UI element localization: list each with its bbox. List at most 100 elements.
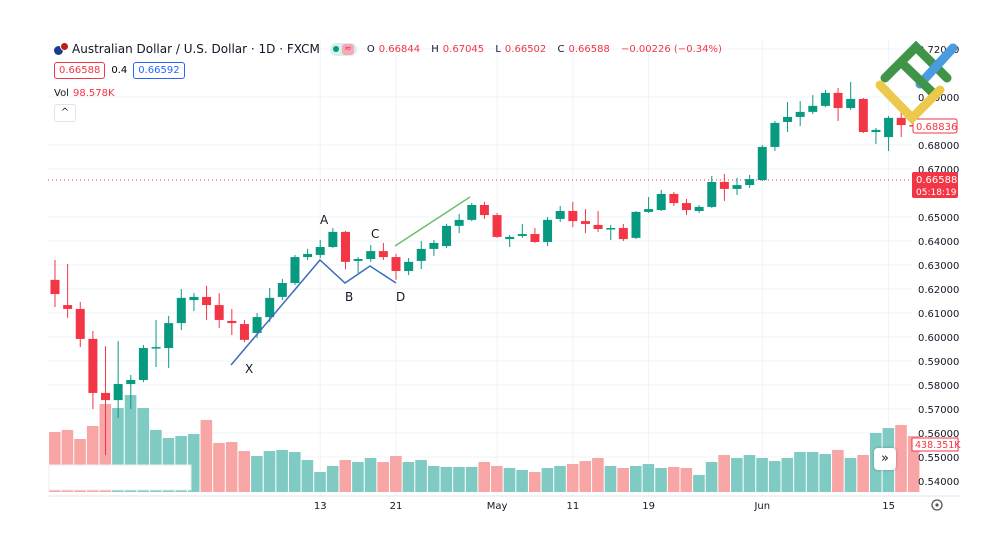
candle-body xyxy=(442,225,452,247)
volume-bar xyxy=(251,455,263,492)
candle-body xyxy=(820,92,830,106)
candle xyxy=(568,201,578,228)
candle xyxy=(454,213,464,234)
candle-body xyxy=(315,247,325,255)
price-axis[interactable]: 0.72000 0.70000 0.68000 0.67000 0.65000 0.640… xyxy=(918,45,959,488)
candle xyxy=(618,223,628,241)
time-axis[interactable]: 13 21 May 11 19 Jun 15 xyxy=(314,501,895,512)
countdown-label: 05:18:19 xyxy=(916,188,957,198)
candle-body xyxy=(75,308,85,339)
candle-body xyxy=(732,185,742,189)
candle-body xyxy=(88,338,98,393)
y-tick-label: 0.57000 xyxy=(918,405,959,416)
y-tick-label: 0.65000 xyxy=(918,213,959,224)
candle xyxy=(315,240,325,259)
volume-bar xyxy=(680,468,693,492)
candle xyxy=(328,228,338,248)
buy-button[interactable]: 0.66592 xyxy=(133,62,185,79)
candle-body xyxy=(340,231,350,262)
pattern-label-x: X xyxy=(245,362,253,376)
x-tick-label: 15 xyxy=(882,501,895,512)
volume-marker-box xyxy=(911,437,959,452)
candle-body xyxy=(884,117,894,138)
volume-bar xyxy=(352,462,364,492)
candle xyxy=(277,278,287,301)
volume-bar xyxy=(705,462,718,492)
volume-bar xyxy=(61,429,74,492)
volume-bar xyxy=(440,466,453,492)
y-tick-label: 0.62000 xyxy=(918,285,959,296)
candle-body xyxy=(694,206,704,211)
y-tick-label: 0.59000 xyxy=(918,357,959,368)
candle xyxy=(467,203,477,222)
candle xyxy=(694,205,704,213)
volume-bar xyxy=(655,468,667,492)
candle-body xyxy=(593,224,603,229)
candle xyxy=(189,293,199,312)
xabcd-pattern-line[interactable] xyxy=(230,258,397,366)
candle xyxy=(871,127,881,145)
candle xyxy=(88,331,98,409)
candle xyxy=(517,223,527,238)
candle-body xyxy=(151,347,161,349)
candle-body xyxy=(580,221,590,224)
volume-bar xyxy=(339,459,352,492)
marker-price-label-box xyxy=(912,118,958,134)
candle-body xyxy=(126,379,136,385)
candle xyxy=(479,201,489,219)
volume-bar xyxy=(364,458,377,492)
candle xyxy=(290,254,300,285)
scroll-to-realtime-button[interactable]: » xyxy=(874,448,896,470)
symbol-title[interactable]: Australian Dollar / U.S. Dollar · 1D · F… xyxy=(72,42,320,56)
volume-bar xyxy=(516,469,528,492)
settings-gear-icon[interactable] xyxy=(931,499,943,511)
candle xyxy=(404,258,414,276)
volume-bar xyxy=(642,464,655,492)
y-tick-label: 0.67000 xyxy=(918,165,959,176)
candle xyxy=(757,145,767,181)
volume-bar xyxy=(175,435,187,492)
collapse-legend-button[interactable]: ^ xyxy=(54,104,76,122)
candle xyxy=(745,175,755,188)
candle-body xyxy=(745,179,755,186)
candle-body xyxy=(656,193,666,211)
candle-body xyxy=(858,98,868,133)
candle-body xyxy=(846,98,856,109)
candle-body xyxy=(252,317,262,333)
candle xyxy=(138,344,148,383)
y-tick-label: 0.60000 xyxy=(918,333,959,344)
volume-bar xyxy=(263,451,276,492)
grid xyxy=(48,40,912,496)
candle-body xyxy=(896,117,906,126)
candle-body xyxy=(164,323,174,349)
y-tick-label: 0.56000 xyxy=(918,429,959,440)
candle xyxy=(340,230,350,270)
high-value: 0.67045 xyxy=(442,43,485,55)
volume-bar xyxy=(566,464,579,492)
volume-bar xyxy=(832,449,844,492)
candle xyxy=(126,374,136,409)
volume-bar xyxy=(377,462,389,492)
candle-body xyxy=(290,257,300,283)
candle xyxy=(656,189,666,211)
volume-bar xyxy=(857,455,869,492)
candle-body xyxy=(404,261,414,271)
candle-body xyxy=(757,146,767,181)
volume-bar xyxy=(465,466,478,492)
candle-body xyxy=(353,259,363,261)
y-tick-label: 0.70000 xyxy=(918,93,959,104)
volume-bar xyxy=(629,465,642,492)
candle xyxy=(101,346,111,456)
candle-body xyxy=(227,320,237,324)
trend-line[interactable] xyxy=(394,196,471,247)
status-indicators[interactable]: ≈ xyxy=(329,42,357,56)
y-tick-label: 0.72000 xyxy=(918,45,959,56)
open-value: 0.66844 xyxy=(378,43,421,55)
candle-body xyxy=(783,116,793,122)
candle xyxy=(896,111,906,138)
candle xyxy=(113,341,123,419)
candle-body xyxy=(416,248,426,261)
candle xyxy=(808,95,818,115)
sell-button[interactable]: 0.66588 xyxy=(54,62,106,79)
